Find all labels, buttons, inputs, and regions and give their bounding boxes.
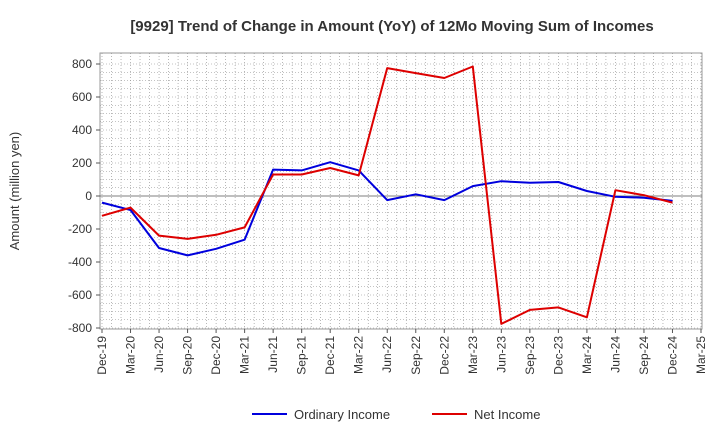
legend-label-net-income: Net Income <box>474 407 540 422</box>
x-tick-label: Dec-22 <box>437 336 451 375</box>
y-tick-label: 0 <box>85 189 92 203</box>
x-tick-label: Jun-22 <box>380 336 394 373</box>
x-tick-label: Dec-24 <box>665 336 679 375</box>
x-tick-label: Sep-22 <box>409 336 423 375</box>
legend-label-ordinary-income: Ordinary Income <box>294 407 390 422</box>
y-tick-label: 600 <box>72 90 92 104</box>
x-tick-label: Mar-24 <box>580 336 594 374</box>
x-tick-label: Mar-21 <box>238 336 252 374</box>
y-tick-label: -400 <box>68 255 92 269</box>
y-axis-label: Amount (million yen) <box>7 132 22 251</box>
x-tick-label: Mar-23 <box>466 336 480 374</box>
x-tick-label: Mar-22 <box>352 336 366 374</box>
chart-title: [9929] Trend of Change in Amount (YoY) o… <box>130 18 653 35</box>
legend: Ordinary Income Net Income <box>252 407 540 422</box>
plot-frame <box>99 52 703 330</box>
y-tick-label: -600 <box>68 288 92 302</box>
x-tick-label: Sep-20 <box>181 336 195 375</box>
x-tick-label: Sep-21 <box>295 336 309 375</box>
y-tick-label: 800 <box>72 57 92 71</box>
y-tick-label: 200 <box>72 156 92 170</box>
x-tick-label: Dec-19 <box>95 336 109 375</box>
x-tick-label: Sep-24 <box>637 336 651 375</box>
x-tick-label: Jun-21 <box>266 336 280 373</box>
series-line-ordinary-income <box>101 161 673 257</box>
x-tick-label: Dec-21 <box>323 336 337 375</box>
x-tick-label: Jun-20 <box>152 336 166 373</box>
x-tick-label: Mar-25 <box>694 336 708 374</box>
y-tick-label: 400 <box>72 123 92 137</box>
x-tick-label: Dec-20 <box>209 336 223 375</box>
series-line-net-income <box>101 65 673 325</box>
x-tick-label: Jun-24 <box>608 336 622 373</box>
x-tick-label: Mar-20 <box>124 336 138 374</box>
y-tick-label: -200 <box>68 222 92 236</box>
y-tick-label: -800 <box>68 321 92 335</box>
x-tick-label: Sep-23 <box>523 336 537 375</box>
x-tick-label: Jun-23 <box>494 336 508 373</box>
x-tick-label: Dec-23 <box>551 336 565 375</box>
